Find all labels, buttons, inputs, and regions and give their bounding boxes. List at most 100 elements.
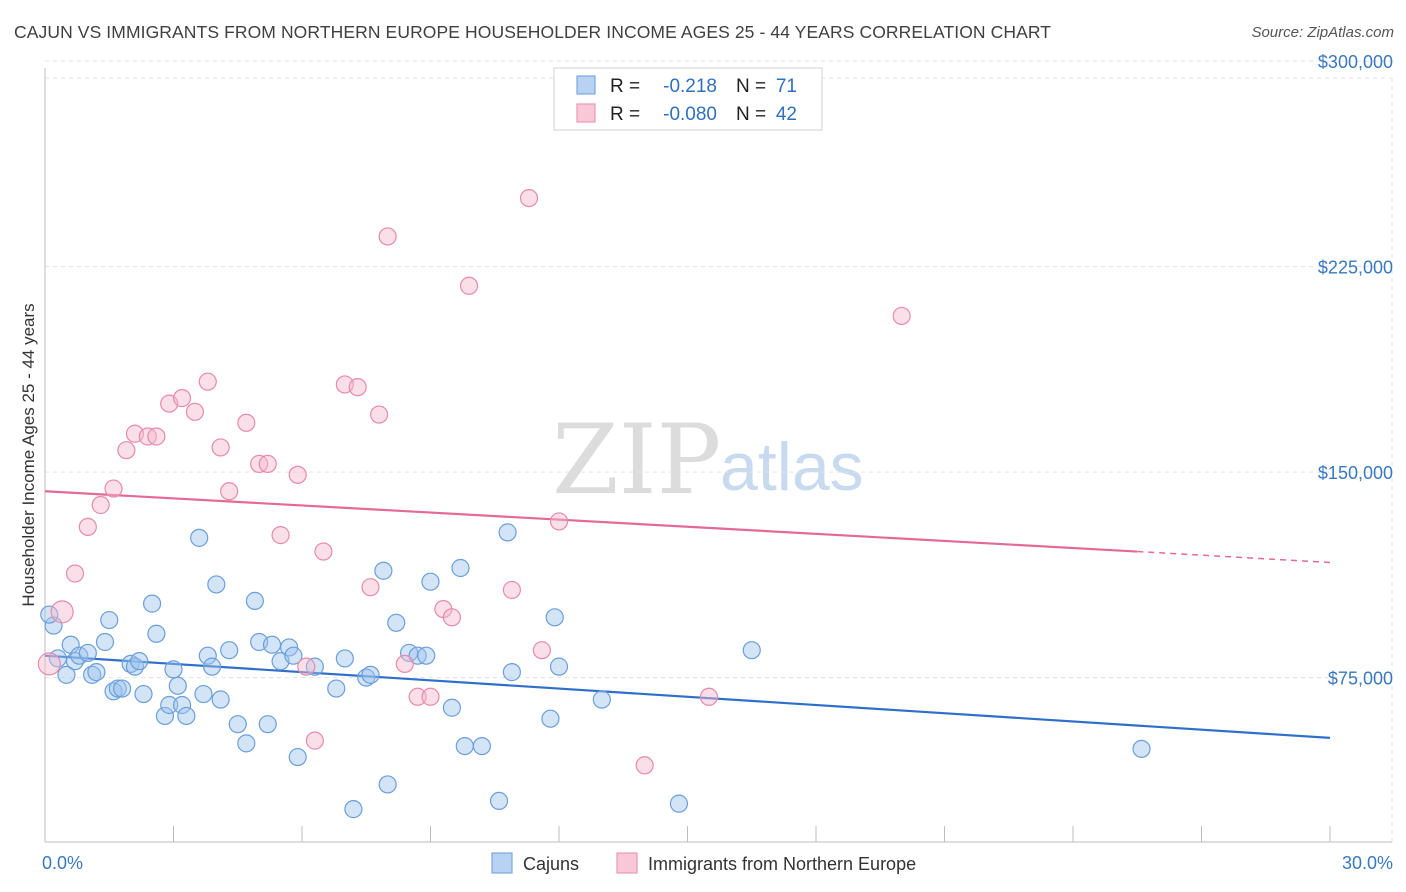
point-northern-europe — [288, 465, 307, 484]
point-cajuns — [335, 649, 354, 668]
point-northern-europe — [271, 526, 290, 545]
point-cajuns — [541, 709, 560, 728]
point-cajuns — [327, 679, 346, 698]
point-cajuns — [108, 679, 127, 698]
point-cajuns — [142, 594, 162, 613]
legend-n-label-2: N = — [736, 104, 766, 125]
point-northern-europe — [78, 517, 97, 537]
point-northern-europe — [395, 654, 414, 674]
point-cajuns — [237, 734, 256, 753]
point-cajuns — [220, 641, 239, 660]
point-northern-europe — [378, 227, 397, 246]
point-northern-europe — [442, 608, 462, 627]
watermark-zip: ZIP — [552, 404, 721, 516]
y-axis-label: Householder Income Ages 25 - 44 years — [19, 303, 38, 606]
legend-swatch-cajuns — [576, 75, 596, 95]
x-tick-label-max: 30.0% — [1342, 853, 1393, 873]
point-northern-europe — [65, 564, 85, 583]
point-northern-europe — [185, 402, 205, 421]
x-tick-label-min: 0.0% — [42, 853, 83, 873]
point-cajuns — [78, 643, 97, 663]
point-cajuns — [669, 794, 689, 813]
bottom-legend-swatch-cajuns — [491, 852, 513, 874]
point-cajuns — [387, 613, 406, 632]
trend-line-0 — [44, 654, 1331, 739]
point-cajuns — [160, 695, 179, 715]
watermark-atlas: atlas — [720, 429, 864, 505]
point-cajuns — [177, 706, 196, 726]
point-cajuns — [112, 679, 132, 698]
trend-line-extension-1 — [1137, 550, 1331, 564]
point-cajuns — [57, 665, 76, 684]
legend-swatch-northern-europe — [576, 103, 596, 123]
point-cajuns — [95, 632, 115, 652]
point-northern-europe — [211, 438, 230, 457]
point-northern-europe — [220, 482, 239, 501]
point-cajuns — [100, 610, 119, 630]
point-northern-europe — [408, 687, 427, 706]
point-northern-europe — [198, 372, 217, 391]
point-cajuns — [130, 652, 149, 671]
point-northern-europe — [421, 687, 440, 706]
point-northern-europe — [305, 731, 324, 750]
legend-r-value-1: -0.218 — [663, 76, 717, 97]
point-cajuns — [378, 775, 397, 794]
point-cajuns — [455, 736, 474, 756]
point-northern-europe — [172, 389, 192, 408]
point-northern-europe — [502, 580, 521, 600]
y-tick-label: $225,000 — [1318, 258, 1393, 278]
bottom-legend-label-northern-europe: Immigrants from Northern Europe — [648, 854, 916, 874]
point-cajuns — [344, 800, 363, 819]
point-cajuns — [198, 646, 217, 665]
point-cajuns — [489, 791, 509, 811]
point-cajuns — [147, 624, 166, 643]
point-northern-europe — [297, 657, 316, 676]
point-cajuns — [361, 665, 380, 684]
point-cajuns — [172, 695, 192, 715]
point-northern-europe — [635, 756, 654, 775]
point-cajuns — [168, 676, 187, 695]
legend-box — [553, 67, 823, 131]
point-cajuns — [502, 663, 521, 682]
point-cajuns — [155, 706, 175, 726]
y-tick-label: $300,000 — [1318, 52, 1393, 72]
point-cajuns — [134, 684, 153, 704]
point-cajuns — [545, 608, 564, 627]
point-northern-europe — [549, 512, 569, 531]
point-northern-europe — [314, 542, 333, 561]
point-northern-europe — [258, 454, 277, 473]
point-cajuns — [190, 528, 209, 547]
point-northern-europe — [370, 405, 389, 424]
point-cajuns — [592, 690, 611, 709]
data-points — [37, 189, 1151, 819]
point-cajuns — [442, 698, 462, 717]
point-cajuns — [374, 561, 393, 580]
source-credit: Source: ZipAtlas.com — [1251, 24, 1394, 41]
y-tick-label: $75,000 — [1328, 669, 1393, 689]
legend-r-label-1: R = — [610, 76, 640, 97]
legend-r-label-2: R = — [610, 104, 640, 125]
point-northern-europe — [348, 378, 367, 397]
point-northern-europe — [237, 413, 256, 432]
point-northern-europe — [532, 641, 551, 660]
point-cajuns — [87, 663, 106, 682]
point-cajuns — [164, 660, 183, 679]
point-cajuns — [1132, 739, 1151, 758]
point-northern-europe — [37, 652, 61, 676]
point-cajuns — [451, 558, 470, 578]
trend-line-1 — [44, 490, 1138, 553]
axes: $75,000 $150,000 $225,000 $300,000 — [44, 52, 1393, 843]
point-cajuns — [44, 616, 63, 635]
y-tick-label: $150,000 — [1318, 463, 1393, 483]
point-cajuns — [742, 641, 761, 660]
bottom-legend-label-cajuns: Cajuns — [523, 854, 579, 874]
point-cajuns — [417, 646, 436, 665]
point-cajuns — [207, 575, 226, 594]
point-cajuns — [280, 638, 299, 657]
point-cajuns — [245, 591, 264, 610]
point-northern-europe — [117, 441, 136, 460]
point-cajuns — [211, 690, 230, 709]
point-cajuns — [228, 715, 247, 734]
chart-title: CAJUN VS IMMIGRANTS FROM NORTHERN EUROPE… — [14, 22, 1052, 42]
